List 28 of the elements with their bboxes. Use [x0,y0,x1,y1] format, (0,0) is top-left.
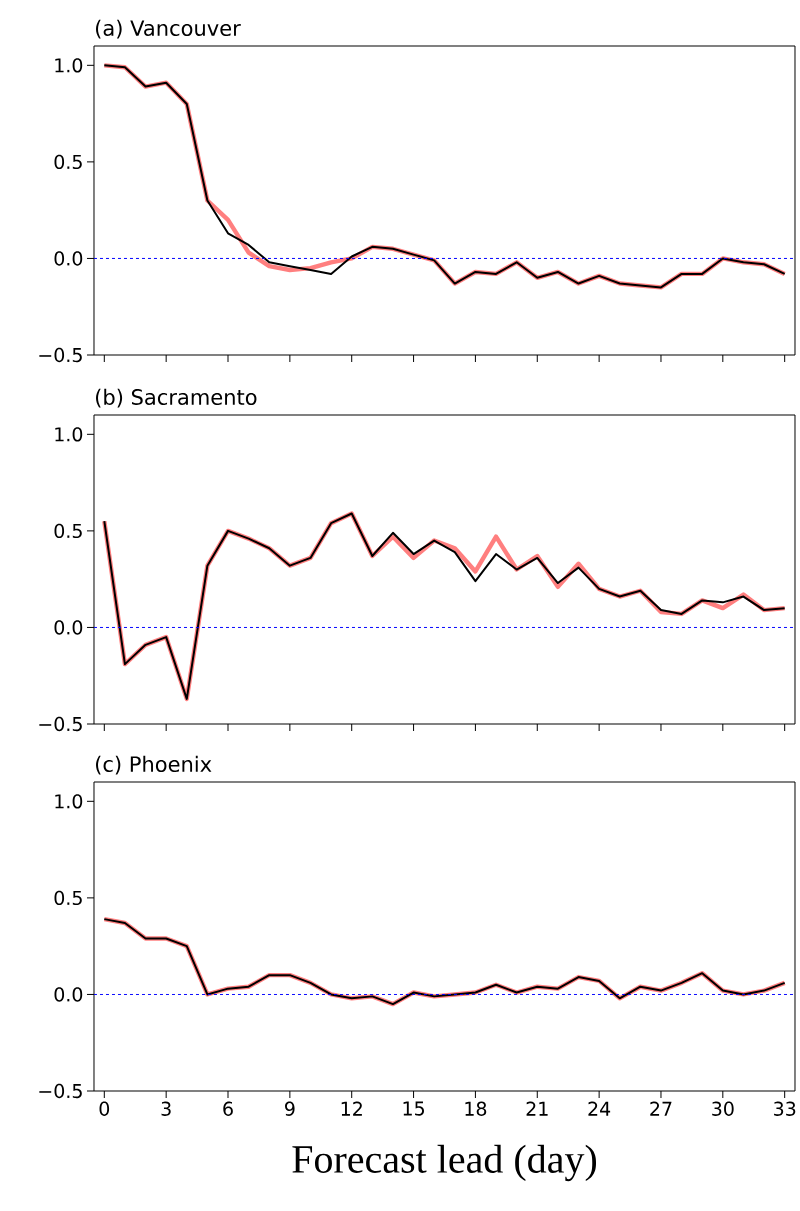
y-tick-label: 0.5 [54,523,82,539]
y-tick-label: −0.5 [39,716,82,732]
y-tick-label: 1.0 [55,794,83,809]
chart-title: (c) Phoenix [95,755,212,775]
x-axis-title: Forecast lead (day) [292,1144,596,1182]
x-tick-label: 12 [341,1101,362,1116]
x-tick-label: 6 [223,1101,233,1116]
x-tick-label: 30 [712,1101,734,1116]
y-tick-label: 1.0 [55,58,83,73]
x-tick-label: 0 [99,1101,110,1116]
x-tick-label: 3 [161,1101,171,1116]
x-tick-label: 15 [403,1101,424,1116]
y-tick-label: 0.0 [54,620,83,635]
y-tick-label: −0.5 [39,347,82,363]
y-tick-label: 0.5 [54,890,82,906]
x-tick-label: 24 [588,1101,611,1116]
chart-title: (a) Vancouver [95,19,241,39]
y-tick-label: 0.5 [54,154,82,170]
chart-title: (b) Sacramento [95,388,257,408]
x-tick-label: 21 [526,1101,548,1116]
y-tick-label: 0.0 [54,251,83,266]
y-tick-label: 0.0 [54,987,83,1002]
x-tick-label: 9 [284,1101,295,1116]
y-tick-label: 1.0 [55,427,83,442]
x-tick-label: 33 [773,1101,796,1116]
x-tick-label: 18 [465,1101,487,1116]
x-tick-label: 27 [650,1101,672,1116]
y-tick-label: −0.5 [39,1083,82,1099]
